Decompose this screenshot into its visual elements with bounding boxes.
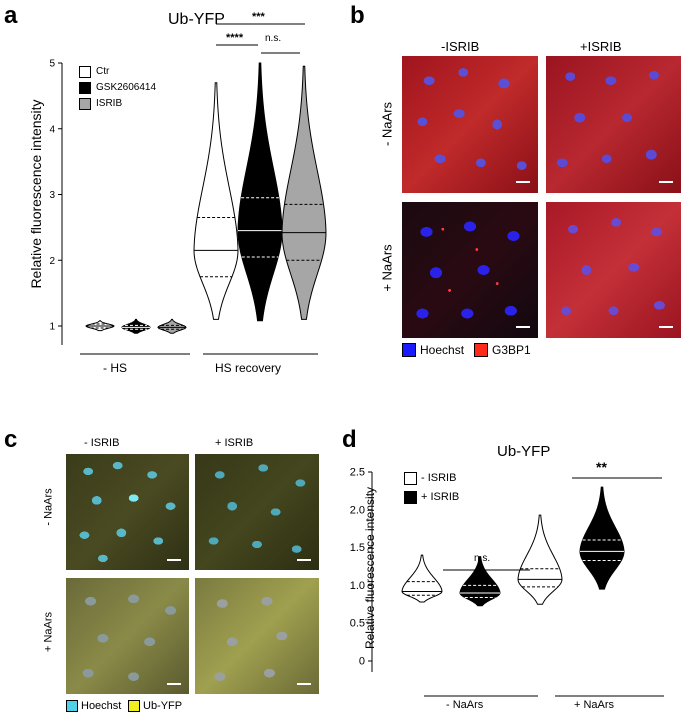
panel-b-letter: b [350,2,365,29]
sig-d-plus-naars-label: ** [596,459,607,475]
micrograph-b-plus-naars-minus-isrib [402,202,538,338]
panel-d-title: Ub-YFP [497,443,551,460]
legend-c-swatch-hoechst [66,700,78,712]
scale-bar [167,559,181,561]
panel-c-letter: c [4,426,18,453]
scale-bar [297,559,311,561]
sig-a-ctr-isrib: *** [252,11,265,23]
group-a-label-hs-recovery: HS recovery [215,361,282,375]
y-tick-label: 3 [49,190,55,201]
legend-d-label-minus-isrib: - ISRIB [421,472,457,484]
scale-bar [516,181,530,183]
legend-b-label-g3bp1: G3BP1 [492,343,531,357]
sig-a-gsk-isrib: n.s. [265,33,282,44]
violin [121,318,151,334]
legend-c-label-ubyfp: Ub-YFP [143,700,183,712]
violin [517,514,563,605]
violin [237,62,283,322]
violin [193,82,239,320]
micrograph-b-minus-naars-minus-isrib [402,56,538,193]
scale-bar [167,683,181,685]
group-d-label-plus-naars: + NaArs [574,699,615,711]
panel-c-col-label-plus: + ISRIB [215,437,254,449]
panel-b-col-label-plus: +ISRIB [580,39,622,54]
legend-c-swatch-ubyfp [128,700,140,712]
scale-bar [659,181,673,183]
legend-d-swatch-minus-isrib [404,472,417,485]
legend-c-label-hoechst: Hoechst [81,700,122,712]
panel-d-letter: d [342,426,357,453]
legend-b-swatch-hoechst [402,343,416,357]
legend-a-swatch-gsk [79,82,91,94]
violin [401,554,443,603]
y-tick-label: 2.0 [350,504,365,516]
panel-b-row-label-plus: + NaArs [379,244,395,292]
micrograph-c-plus-naars-plus-isrib [195,578,319,694]
violin [579,486,625,590]
panel-b-col-label-minus: -ISRIB [441,39,480,54]
violin [281,65,327,320]
y-tick-label: 1 [49,322,55,333]
group-d-label-minus-naars: - NaArs [446,699,484,711]
legend-b-swatch-g3bp1 [474,343,488,357]
y-tick-label: 1.0 [350,580,365,592]
violin-chart-d: 0 0.5 1.0 1.5 2.0 2.5 [350,467,664,697]
legend-d-swatch-plus-isrib [404,491,417,504]
y-tick-label: 4 [49,124,55,135]
panel-c-row-label-minus: - NaArs [42,488,55,526]
legend-d-label-plus-isrib: + ISRIB [421,491,460,503]
y-tick-label: 0 [359,656,365,668]
y-tick-label: 0.5 [350,618,365,630]
micrograph-b-minus-naars-plus-isrib [546,56,681,193]
panel-c-row-label-plus: + NaArs [42,611,55,653]
y-tick-label: 2 [49,256,55,267]
scale-bar [659,326,673,328]
legend-a-swatch-ctr [79,66,91,78]
legend-a-swatch-isrib [79,98,91,110]
scale-bar [297,683,311,685]
micrograph-c-minus-naars-plus-isrib [195,454,319,570]
y-tick-label: 5 [49,59,55,70]
panel-a-letter: a [4,2,18,29]
violin [157,318,187,334]
panel-a-ylabel: Relative fluorescence intensity [28,99,44,289]
panel-a-title: Ub-YFP [168,11,225,28]
panel-b-row-label-minus: - NaArs [379,101,395,147]
panel-d-ylabel: Relative fluorescence intensity [363,486,377,650]
legend-a-label-gsk: GSK2606414 [96,82,157,93]
panel-c-col-label-minus: - ISRIB [84,437,120,449]
scale-bar [516,326,530,328]
micrograph-c-minus-naars-minus-isrib [66,454,189,570]
violin-chart-a: 1 2 3 4 5 [49,23,327,355]
violin [459,556,501,607]
legend-a-label-isrib: ISRIB [96,98,123,109]
micrograph-c-plus-naars-minus-isrib [66,578,189,694]
sig-a-ctr-gsk: **** [226,32,244,44]
micrograph-b-plus-naars-plus-isrib [546,202,681,338]
group-a-label-hs: - HS [103,361,127,375]
legend-a-label-ctr: Ctr [96,66,110,77]
y-tick-label: 1.5 [350,542,365,554]
y-tick-label: 2.5 [350,467,365,479]
sig-d-minus-naars-label: n.s. [474,553,491,564]
legend-b-label-hoechst: Hoechst [420,343,465,357]
